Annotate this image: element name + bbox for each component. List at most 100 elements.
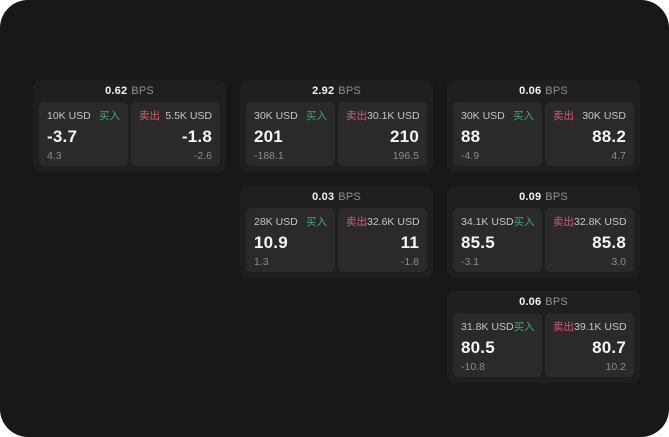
buy-sub-value: -3.1 — [461, 255, 480, 268]
sell-panel[interactable]: 卖出 32.8K USD 85.8 3.0 — [545, 208, 634, 272]
buy-side-label: 买入 — [513, 216, 535, 228]
quote-panels: 30K USD 买入 88 -4.9 卖出 30K USD 88.2 4.7 — [453, 102, 634, 166]
quote-panels: 10K USD 买入 -3.7 4.3 卖出 5.5K USD -1.8 -2.… — [39, 102, 220, 166]
buy-panel-top: 30K USD 买入 — [254, 108, 327, 123]
sell-sub-value: 196.5 — [392, 149, 419, 162]
sell-price: 11 — [400, 233, 419, 253]
buy-price: 80.5 — [461, 338, 495, 358]
buy-panel-top: 10K USD 买入 — [47, 108, 120, 123]
buy-panel[interactable]: 31.8K USD 买入 80.5 -10.8 — [453, 313, 542, 377]
quote-card: 2.92 BPS 30K USD 买入 201 -188.1 卖出 30.1K … — [240, 80, 433, 172]
bps-suffix-label: BPS — [338, 85, 361, 97]
buy-amount: 28K USD — [254, 215, 298, 228]
sell-side-label: 卖出 — [139, 110, 160, 122]
buy-amount: 10K USD — [47, 109, 91, 122]
buy-amount: 30K USD — [254, 109, 298, 122]
sell-price: 88.2 — [592, 127, 626, 147]
sell-panel-top: 卖出 32.8K USD — [553, 214, 627, 229]
buy-panel[interactable]: 34.1K USD 买入 85.5 -3.1 — [453, 208, 542, 272]
buy-amount: 34.1K USD — [461, 215, 514, 228]
sell-side-label: 卖出 — [346, 110, 367, 122]
bps-header: 2.92 BPS — [246, 80, 427, 102]
bps-header: 0.03 BPS — [246, 186, 427, 208]
buy-side-label: 买入 — [513, 110, 534, 122]
buy-sub-value: -4.9 — [461, 149, 480, 162]
sell-side-label: 卖出 — [346, 216, 367, 228]
sell-amount: 5.5K USD — [165, 109, 212, 122]
buy-side-label: 买入 — [306, 216, 327, 228]
bps-header: 0.09 BPS — [453, 186, 634, 208]
sell-panel-top: 卖出 30.1K USD — [346, 108, 420, 123]
buy-panel[interactable]: 30K USD 买入 201 -188.1 — [246, 102, 335, 166]
sell-panel-top: 卖出 30K USD — [553, 108, 626, 123]
bps-value: 0.03 — [312, 191, 335, 203]
bps-suffix-label: BPS — [545, 296, 568, 308]
sell-panel-top: 卖出 32.6K USD — [346, 214, 420, 229]
sell-sub-value: 10.2 — [605, 360, 626, 373]
buy-price: 201 — [254, 127, 283, 147]
bps-suffix-label: BPS — [545, 85, 568, 97]
quote-card: 0.06 BPS 30K USD 买入 88 -4.9 卖出 30K USD 8… — [447, 80, 640, 172]
sell-sub-value: 3.0 — [611, 255, 626, 268]
buy-panel[interactable]: 10K USD 买入 -3.7 4.3 — [39, 102, 128, 166]
sell-side-label: 卖出 — [553, 216, 574, 228]
quote-card: 0.03 BPS 28K USD 买入 10.9 1.3 卖出 32.6K US… — [240, 186, 433, 278]
buy-price: 88 — [461, 127, 481, 147]
sell-price: 80.7 — [592, 338, 626, 358]
buy-panel[interactable]: 30K USD 买入 88 -4.9 — [453, 102, 542, 166]
sell-amount: 32.6K USD — [367, 215, 420, 228]
buy-panel[interactable]: 28K USD 买入 10.9 1.3 — [246, 208, 335, 272]
buy-sub-value: -10.8 — [461, 360, 485, 373]
buy-panel-top: 31.8K USD 买入 — [461, 319, 535, 334]
bps-value: 0.09 — [519, 191, 542, 203]
buy-side-label: 买入 — [99, 110, 120, 122]
sell-panel-top: 卖出 39.1K USD — [553, 319, 627, 334]
sell-amount: 32.8K USD — [574, 215, 627, 228]
sell-sub-value: -1.8 — [400, 255, 419, 268]
buy-price: 85.5 — [461, 233, 495, 253]
buy-price: 10.9 — [254, 233, 288, 253]
sell-amount: 39.1K USD — [574, 320, 627, 333]
bps-value: 0.06 — [519, 296, 542, 308]
bps-header: 0.06 BPS — [453, 80, 634, 102]
sell-panel[interactable]: 卖出 39.1K USD 80.7 10.2 — [545, 313, 634, 377]
quote-card: 0.06 BPS 31.8K USD 买入 80.5 -10.8 卖出 39.1… — [447, 291, 640, 383]
bps-suffix-label: BPS — [338, 191, 361, 203]
sell-panel-top: 卖出 5.5K USD — [139, 108, 212, 123]
buy-panel-top: 30K USD 买入 — [461, 108, 534, 123]
quote-panels: 30K USD 买入 201 -188.1 卖出 30.1K USD 210 1… — [246, 102, 427, 166]
bps-value: 2.92 — [312, 85, 335, 97]
sell-sub-value: -2.6 — [193, 149, 212, 162]
bps-suffix-label: BPS — [545, 191, 568, 203]
sell-side-label: 卖出 — [553, 110, 574, 122]
quote-panels: 34.1K USD 买入 85.5 -3.1 卖出 32.8K USD 85.8… — [453, 208, 634, 272]
sell-side-label: 卖出 — [553, 321, 574, 333]
buy-side-label: 买入 — [513, 321, 535, 333]
sell-amount: 30K USD — [582, 109, 626, 122]
buy-amount: 30K USD — [461, 109, 505, 122]
sell-panel[interactable]: 卖出 30K USD 88.2 4.7 — [545, 102, 634, 166]
sell-amount: 30.1K USD — [367, 109, 420, 122]
bps-header: 0.62 BPS — [39, 80, 220, 102]
bps-suffix-label: BPS — [131, 85, 154, 97]
bps-value: 0.06 — [519, 85, 542, 97]
sell-panel[interactable]: 卖出 5.5K USD -1.8 -2.6 — [131, 102, 220, 166]
bps-header: 0.06 BPS — [453, 291, 634, 313]
sell-panel[interactable]: 卖出 32.6K USD 11 -1.8 — [338, 208, 427, 272]
sell-price: 85.8 — [592, 233, 626, 253]
sell-price: 210 — [390, 127, 419, 147]
quote-card: 0.62 BPS 10K USD 买入 -3.7 4.3 卖出 5.5K USD… — [33, 80, 226, 172]
buy-price: -3.7 — [47, 127, 78, 147]
buy-panel-top: 28K USD 买入 — [254, 214, 327, 229]
buy-side-label: 买入 — [306, 110, 327, 122]
quote-panels: 28K USD 买入 10.9 1.3 卖出 32.6K USD 11 -1.8 — [246, 208, 427, 272]
bps-value: 0.62 — [105, 85, 128, 97]
buy-sub-value: -188.1 — [254, 149, 284, 162]
quote-panels: 31.8K USD 买入 80.5 -10.8 卖出 39.1K USD 80.… — [453, 313, 634, 377]
buy-sub-value: 4.3 — [47, 149, 62, 162]
sell-panel[interactable]: 卖出 30.1K USD 210 196.5 — [338, 102, 427, 166]
buy-panel-top: 34.1K USD 买入 — [461, 214, 535, 229]
buy-amount: 31.8K USD — [461, 320, 514, 333]
quote-card: 0.09 BPS 34.1K USD 买入 85.5 -3.1 卖出 32.8K… — [447, 186, 640, 278]
